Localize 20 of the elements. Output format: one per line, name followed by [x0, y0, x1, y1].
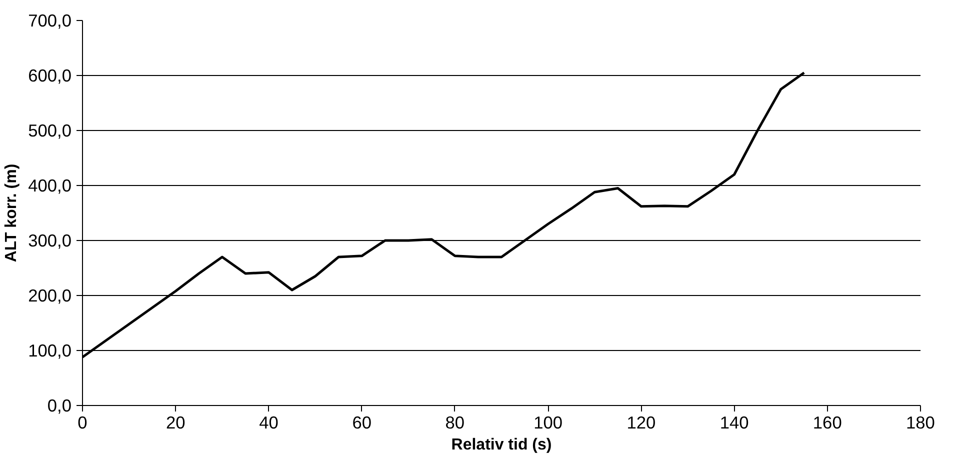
- x-tick-label: 180: [906, 412, 935, 432]
- y-tick-label: 600,0: [28, 66, 72, 86]
- x-tick-label: 80: [445, 412, 465, 432]
- y-tick-label: 700,0: [28, 10, 72, 30]
- y-tick-label: 500,0: [28, 120, 72, 140]
- x-tick-label: 100: [534, 412, 563, 432]
- y-tick-label: 300,0: [28, 230, 72, 250]
- x-axis-title: Relativ tid (s): [451, 436, 552, 454]
- y-axis-title: ALT korr. (m): [3, 164, 20, 262]
- x-tick-label: 140: [720, 412, 749, 432]
- x-tick-label: 60: [352, 412, 372, 432]
- y-tick-label: 100,0: [28, 340, 72, 360]
- y-tick-label: 200,0: [28, 286, 72, 306]
- y-tick-label: 0,0: [47, 396, 72, 416]
- x-tick-label: 120: [626, 412, 656, 432]
- x-tick-label: 20: [166, 412, 186, 432]
- x-tick-label: 0: [78, 412, 88, 432]
- x-tick-label: 160: [812, 412, 842, 432]
- x-tick-label: 40: [259, 412, 278, 432]
- y-tick-label: 400,0: [28, 176, 72, 196]
